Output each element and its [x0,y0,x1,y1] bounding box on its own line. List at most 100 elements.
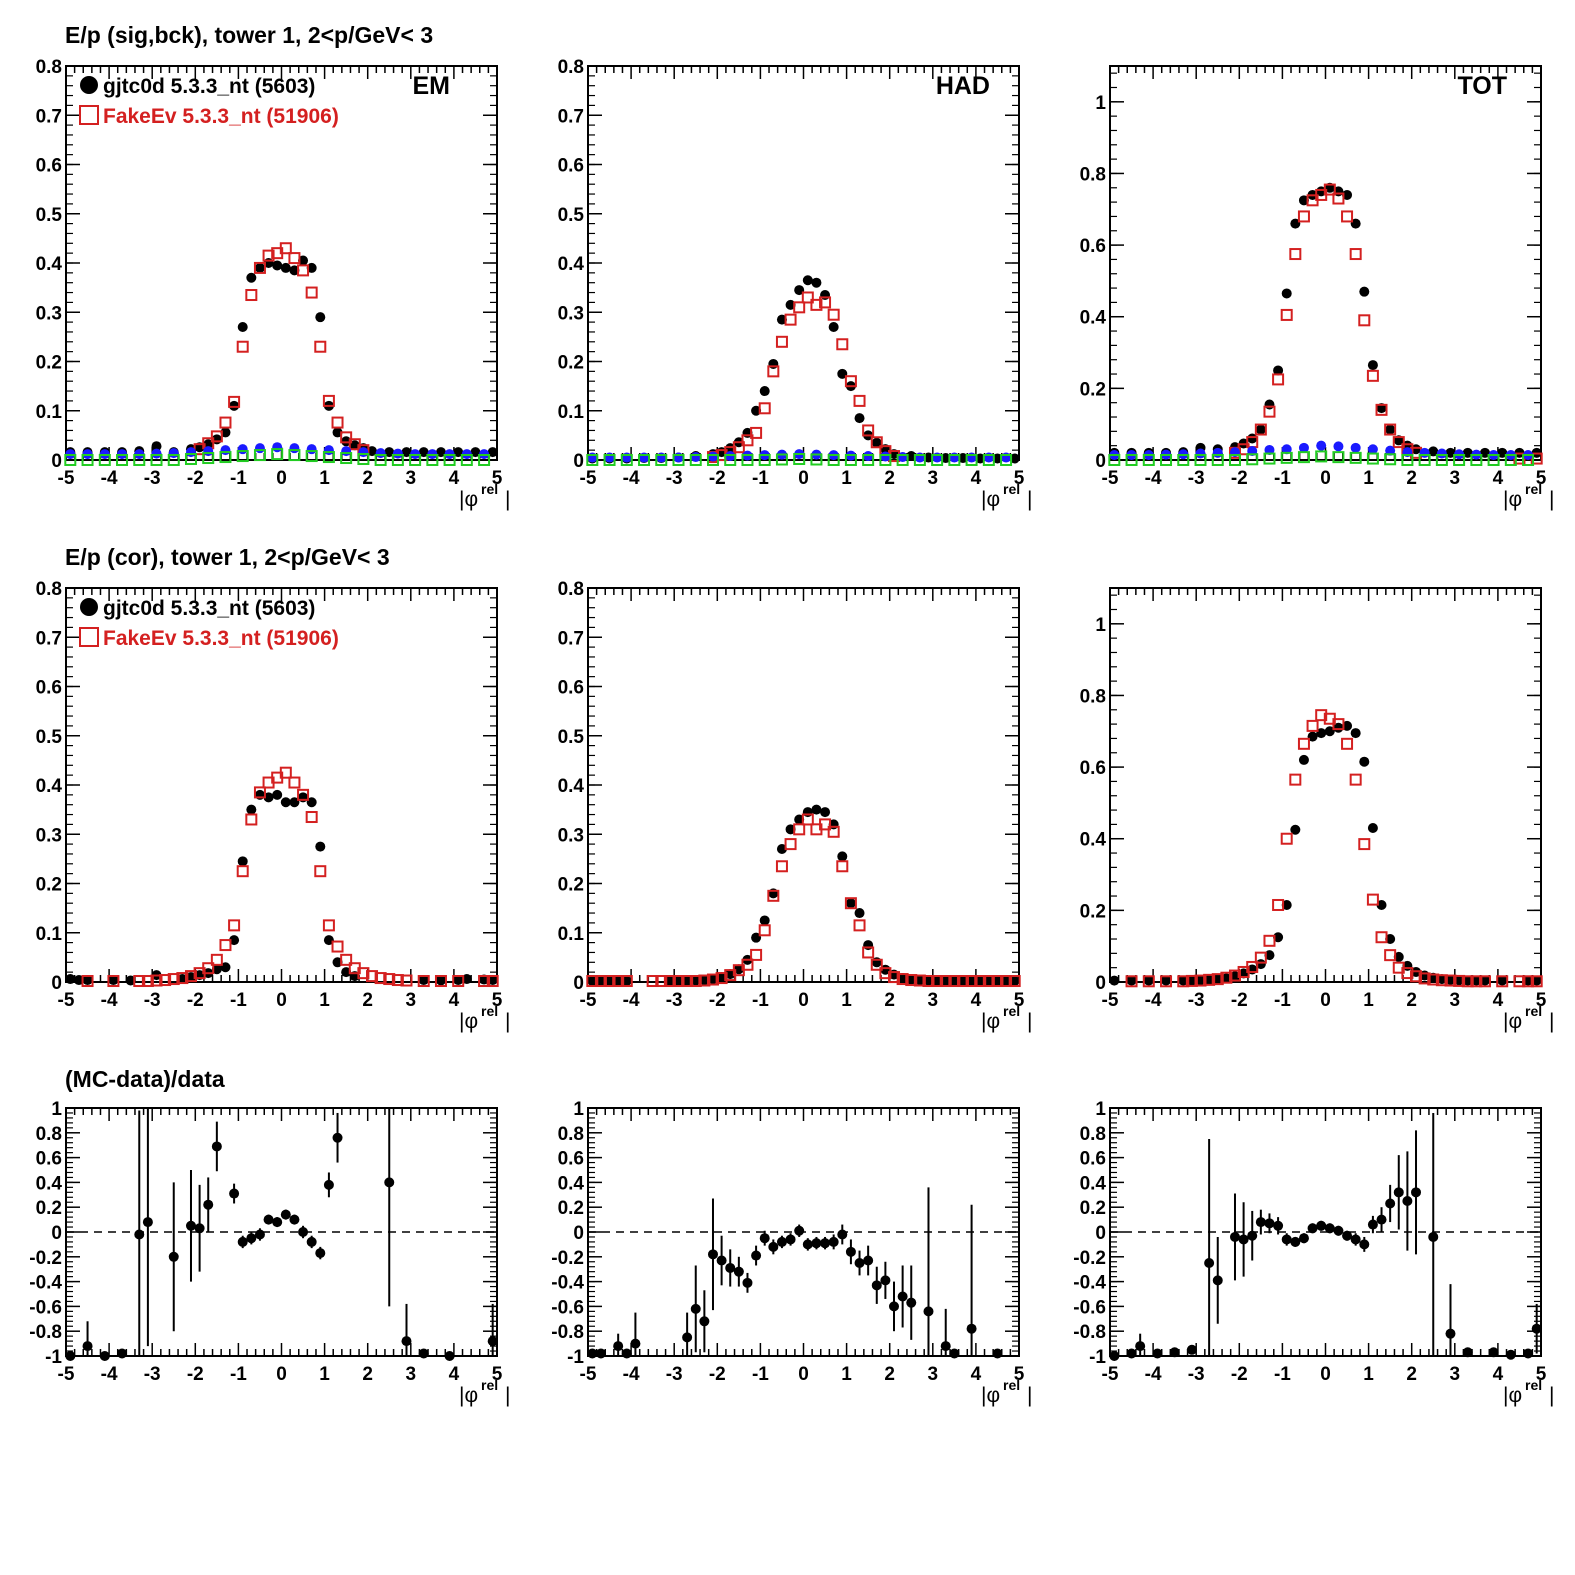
y-tick-label: 0.3 [558,303,584,324]
data-point [879,967,892,980]
y-tick-label: 0.5 [36,205,63,226]
y-tick-label: 0.6 [36,1149,62,1170]
data-point [1255,424,1266,435]
data-point [1367,822,1378,833]
x-tick-label: -5 [58,990,75,1011]
data-point [604,976,615,987]
data-point [931,454,944,466]
data-point [870,958,883,971]
x-tick-label: -5 [1102,1364,1119,1385]
series-0 [1109,1112,1542,1361]
data-point [603,975,616,988]
data-point [1109,1351,1120,1361]
data-point [279,766,292,779]
x-axis-title-close: | [1027,488,1032,511]
x-tick-label: 0 [1320,1364,1331,1385]
x-tick-label: 2 [362,990,373,1011]
data-point [184,970,197,983]
data-point [922,975,935,988]
data-point [957,453,968,464]
data-point [1445,1328,1456,1339]
data-point [733,964,744,975]
data-point [176,972,189,985]
x-axis-title-close: | [1549,488,1554,511]
data-point [854,1258,865,1268]
data-point [1316,728,1327,739]
chart-panel-ratio-HAD: -5 -4 -3 -2 -1 0 1 2 3 4 5 -1 -0.8 -0.6 -0.4 -0.2 0 0.2 0.… [551,1099,1032,1407]
x-tick-label: 0 [276,1364,287,1385]
data-point [863,451,874,462]
y-tick-label: 0.2 [558,875,584,896]
data-point [305,811,318,824]
y-tick-label: -0.6 [29,1297,62,1318]
y-tick-label: -0.4 [551,1273,584,1294]
data-point [297,788,310,801]
data-point [716,1255,727,1266]
y-tick-label: 0.2 [1080,379,1106,400]
data-point [1323,183,1336,196]
data-point [323,1179,334,1190]
x-tick-label: -1 [752,468,769,489]
data-point [1504,454,1517,466]
data-point [203,439,214,450]
data-point [237,1236,248,1247]
data-point [1392,436,1405,449]
data-point [1428,446,1439,457]
data-point [828,322,839,333]
row-title-ratio: (MC-data)/data [65,1066,225,1092]
data-point [1349,248,1362,261]
data-point [1401,454,1414,466]
data-point [487,447,498,458]
data-point [141,975,154,988]
y-tick-label: 0.2 [36,1198,62,1219]
data-point [965,975,978,988]
x-tick-label: -4 [101,1364,118,1385]
data-point [220,427,231,438]
x-tick-label: 3 [1450,1364,1461,1385]
data-point [863,940,874,951]
data-point [741,434,754,447]
data-point [1333,722,1344,733]
data-point [940,976,951,987]
series-1 [193,242,370,457]
data-point [280,1209,291,1220]
data-point [228,395,241,408]
data-point [810,298,823,311]
x-tick-label: 4 [1493,990,1504,1011]
data-point [1332,192,1345,205]
x-tick-label: 2 [884,468,895,489]
data-point [991,975,1004,988]
data-point [897,973,908,984]
chart-panel-sig-bck-HAD: -5 -4 -3 -2 -1 0 1 2 3 4 5 0 0.1 0.2 0.3 0.4 0.5 0.6 0.7 0.… [558,57,1033,511]
data-point [1254,423,1267,436]
data-point [306,797,317,808]
x-axis-title-sup: rel [1525,1003,1542,1019]
data-point [1367,1219,1378,1230]
y-tick-label: 0.1 [36,924,63,945]
data-point [732,441,745,454]
data-point [418,1348,429,1359]
x-tick-label: 2 [1406,1364,1417,1385]
data-point [1160,454,1173,466]
data-point [672,975,685,988]
data-point [453,975,464,986]
data-point [853,919,866,932]
data-point [1367,444,1378,455]
x-tick-label: 1 [841,1364,852,1385]
y-tick-label: 1 [51,1099,62,1120]
y-tick-label: 0.7 [36,628,62,649]
data-point [185,972,196,983]
y-tick-label: 0.4 [36,254,63,275]
data-point [305,450,318,463]
data-point [108,975,119,986]
x-tick-label: 5 [1536,468,1547,489]
data-point [98,454,111,466]
data-point [426,454,439,466]
y-tick-label: 0.2 [36,353,62,374]
data-point [801,813,814,826]
data-point [768,358,779,369]
data-point [1376,899,1387,910]
data-point [1366,452,1379,465]
x-tick-label: 0 [1320,990,1331,1011]
data-point [844,454,857,466]
